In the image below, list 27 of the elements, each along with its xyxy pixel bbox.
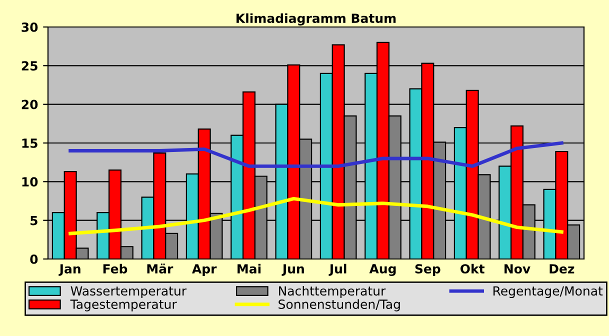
x-tick-label: Okt xyxy=(460,264,485,274)
x-tick-label: Jul xyxy=(328,264,346,276)
x-tick-label: Apr xyxy=(192,264,217,276)
x-tick-label: Jan xyxy=(58,264,80,276)
x-tick-label: Nov xyxy=(504,264,530,274)
x-tick-label: Sep xyxy=(415,264,440,276)
x-tick-label: Mär xyxy=(147,264,174,274)
y-tick-label: 30 xyxy=(22,22,38,32)
y-tick-label: 15 xyxy=(22,138,38,148)
legend-label: Sonnenstunden/Tag xyxy=(278,299,400,312)
line-series xyxy=(68,196,564,236)
legend-label: Wassertemperatur xyxy=(70,286,187,298)
x-tick-label: Mai xyxy=(238,264,261,274)
y-tick-label: 0 xyxy=(30,254,38,264)
x-tick-label: Feb xyxy=(103,264,128,274)
line-series xyxy=(68,141,564,168)
legend-label: Nachttemperatur xyxy=(279,286,386,298)
legend-label: Tagestemperatur xyxy=(70,300,177,312)
x-tick-label: Aug xyxy=(369,264,396,276)
x-tick-label: Jun xyxy=(282,264,304,276)
chart-title: Klimadiagramm Batum xyxy=(236,13,396,26)
y-tick-label: 5 xyxy=(30,216,38,226)
y-tick-label: 25 xyxy=(22,61,38,71)
legend-label: Regentage/Monat xyxy=(493,286,603,298)
x-tick-label: Dez xyxy=(550,264,574,274)
y-tick-label: 20 xyxy=(22,100,38,110)
y-tick-label: 10 xyxy=(22,177,38,187)
